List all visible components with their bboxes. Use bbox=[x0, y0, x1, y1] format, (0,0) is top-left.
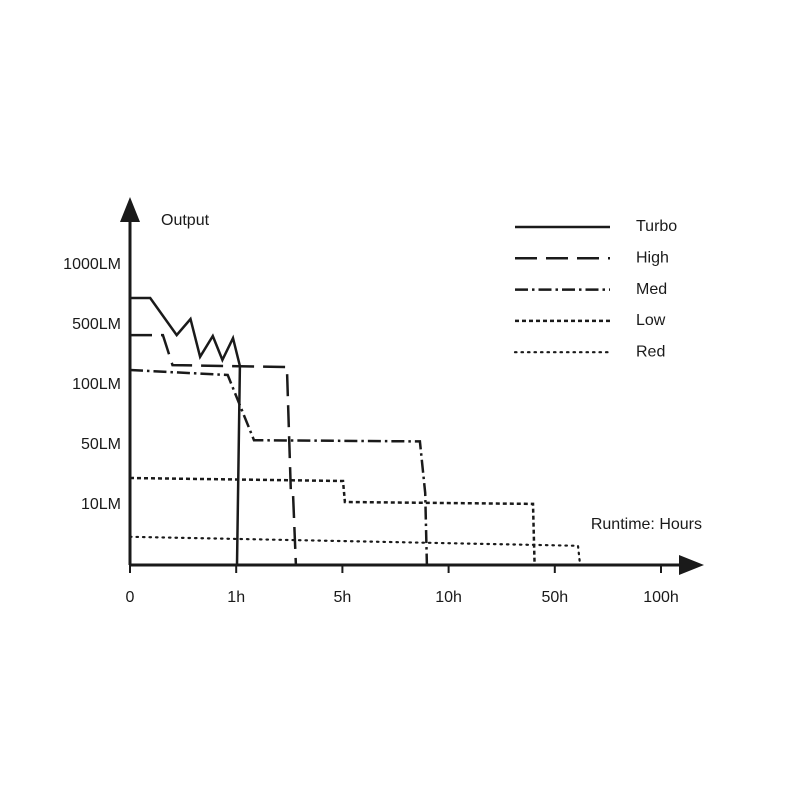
legend-label: Turbo bbox=[636, 218, 677, 235]
series-line bbox=[129, 476, 536, 566]
series-line bbox=[128, 535, 582, 567]
y-tick-label: 100LM bbox=[72, 376, 121, 393]
x-tick-label: 10h bbox=[435, 589, 462, 606]
legend-label: Med bbox=[636, 281, 667, 298]
x-tick-label: 1h bbox=[227, 589, 245, 606]
x-tick-label: 50h bbox=[541, 589, 568, 606]
y-axis-title: Output bbox=[161, 212, 210, 229]
series-line bbox=[130, 296, 242, 566]
x-tick-label: 0 bbox=[126, 589, 135, 606]
x-axis-title: Runtime: Hours bbox=[591, 516, 702, 533]
series-line bbox=[129, 368, 429, 566]
x-tick-label: 100h bbox=[643, 589, 679, 606]
y-tick-label: 1000LM bbox=[63, 256, 121, 273]
series-line bbox=[130, 333, 298, 566]
legend-label: Red bbox=[636, 343, 665, 360]
x-axis-arrow bbox=[679, 555, 704, 575]
y-tick-label: 500LM bbox=[72, 316, 121, 333]
y-tick-label: 10LM bbox=[81, 496, 121, 513]
x-tick-label: 5h bbox=[334, 589, 352, 606]
legend-label: Low bbox=[636, 312, 666, 329]
y-axis-arrow bbox=[120, 197, 140, 222]
legend-label: High bbox=[636, 250, 669, 267]
y-tick-label: 50LM bbox=[81, 436, 121, 453]
